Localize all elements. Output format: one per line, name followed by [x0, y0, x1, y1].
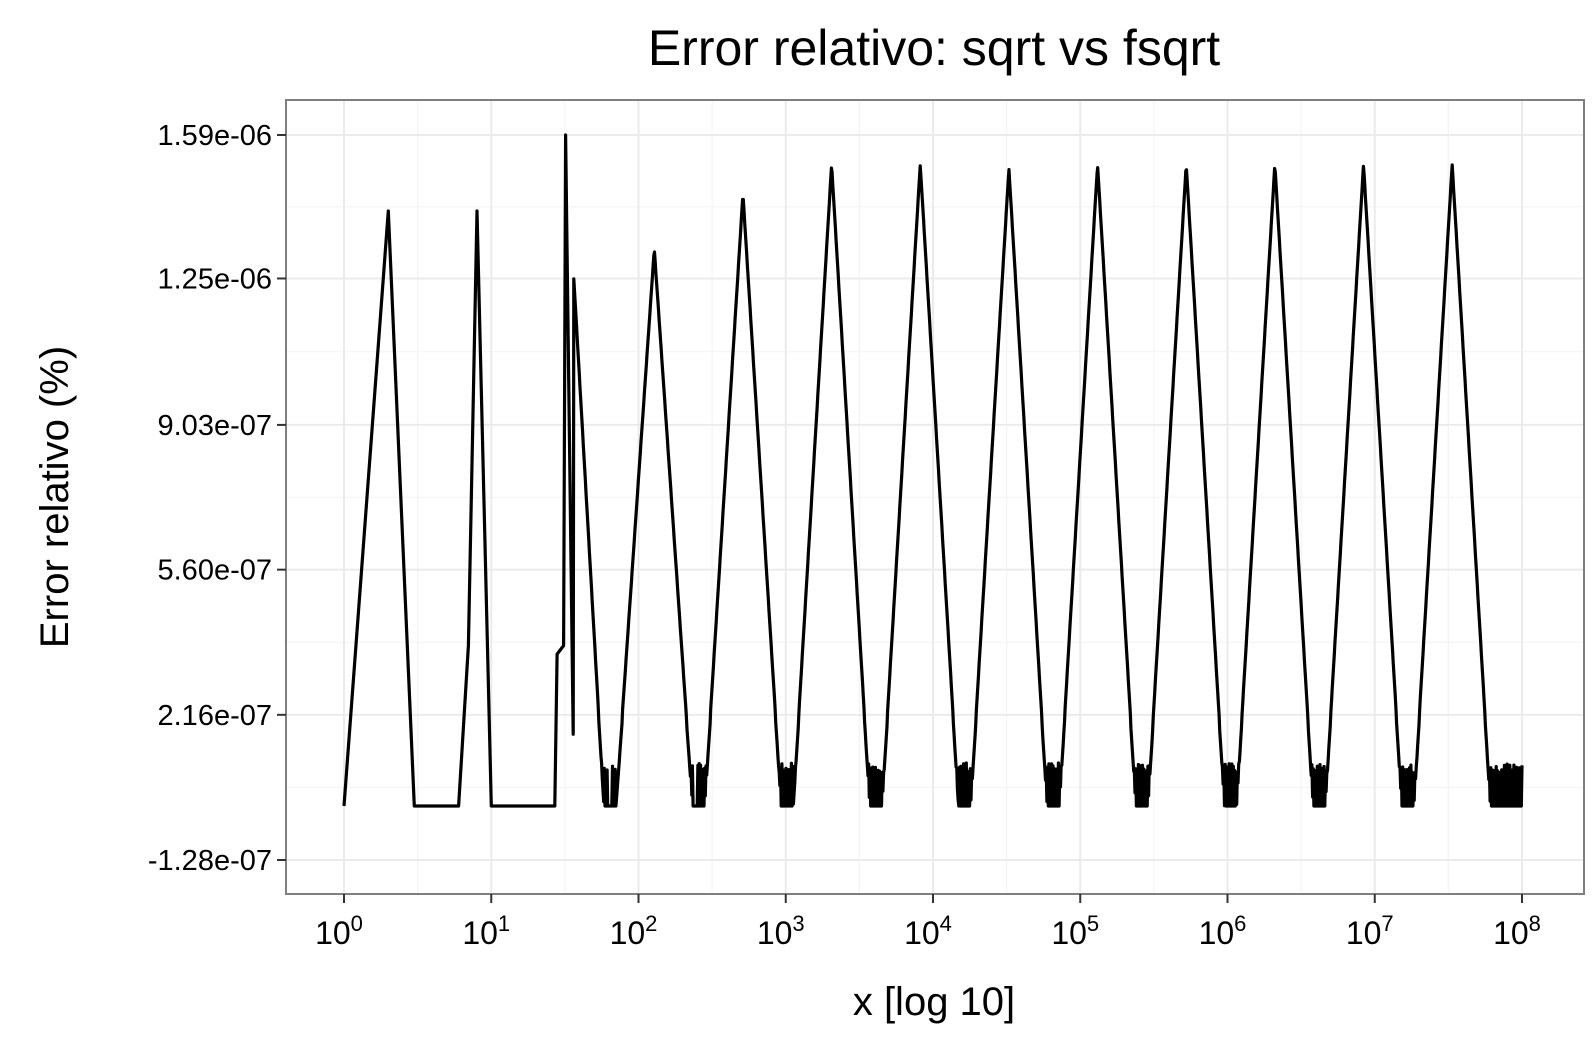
x-tick-label: 102 [610, 911, 658, 951]
x-tick-label: 101 [462, 911, 510, 951]
x-tick-label: 105 [1051, 911, 1099, 951]
y-tick-label: 9.03e-07 [158, 410, 273, 442]
x-tick-label: 108 [1493, 911, 1541, 951]
panel-border [285, 99, 1585, 895]
y-tick-label: 5.60e-07 [158, 555, 273, 587]
y-tick-label: 2.16e-07 [158, 700, 273, 732]
x-tick-label: 103 [757, 911, 805, 951]
series-error-relativo [342, 133, 1524, 808]
x-tick-label: 106 [1199, 911, 1247, 951]
y-tick-label: 1.25e-06 [158, 263, 273, 295]
x-tick-label: 104 [904, 911, 952, 951]
series-line [342, 133, 1524, 808]
x-axis: 100 101 102 103 104 105 106 107 108 [315, 894, 1541, 951]
x-tick-label: 107 [1346, 911, 1394, 951]
y-axis-title: Error relativo (%) [33, 346, 77, 648]
chart-title: Error relativo: sqrt vs fsqrt [648, 20, 1220, 76]
y-axis: -1.28e-07 2.16e-07 5.60e-07 9.03e-07 1.25e-0… [148, 120, 286, 877]
x-axis-title: x [log 10] [853, 980, 1015, 1024]
x-tick-label: 100 [315, 911, 363, 951]
y-tick-label: -1.28e-07 [148, 845, 272, 877]
y-tick-label: 1.59e-06 [158, 120, 273, 152]
